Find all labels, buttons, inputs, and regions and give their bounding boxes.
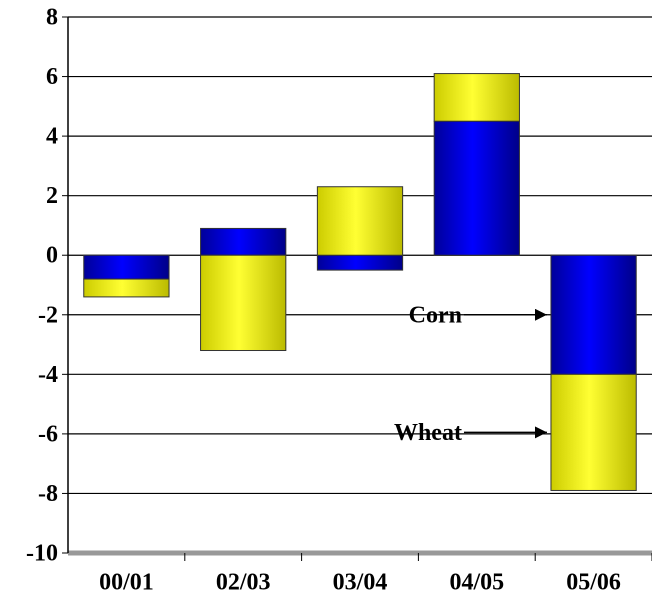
bar-segment — [83, 254, 170, 280]
y-tick-label: -8 — [38, 481, 58, 507]
y-tick-label: -6 — [38, 421, 58, 447]
y-tick-label: 8 — [46, 5, 58, 31]
x-tick-label: 02/03 — [216, 570, 271, 596]
x-tick-label: 05/06 — [566, 570, 621, 596]
y-tick-label: -10 — [26, 541, 58, 567]
bar-segment — [433, 73, 520, 122]
y-tick-label: 0 — [46, 243, 58, 269]
bar-segment — [316, 186, 404, 256]
series-label: Corn — [409, 302, 462, 328]
bar-segment — [433, 120, 520, 256]
bar-segment — [83, 278, 170, 298]
bar-segment — [550, 373, 637, 491]
x-tick-label: 04/05 — [449, 570, 504, 596]
series-label: Wheat — [394, 420, 462, 446]
y-tick-label: 2 — [46, 183, 58, 209]
y-tick-label: 6 — [46, 64, 58, 90]
bar-segment — [200, 227, 287, 256]
x-tick-label: 03/04 — [333, 570, 388, 596]
bar-segment — [550, 254, 637, 375]
y-tick-label: -4 — [38, 362, 58, 388]
bar-segment — [200, 254, 287, 352]
y-tick-label: -2 — [38, 302, 58, 328]
bar-segment — [316, 254, 404, 271]
x-tick-label: 00/01 — [99, 570, 154, 596]
y-tick-label: 4 — [46, 124, 58, 150]
